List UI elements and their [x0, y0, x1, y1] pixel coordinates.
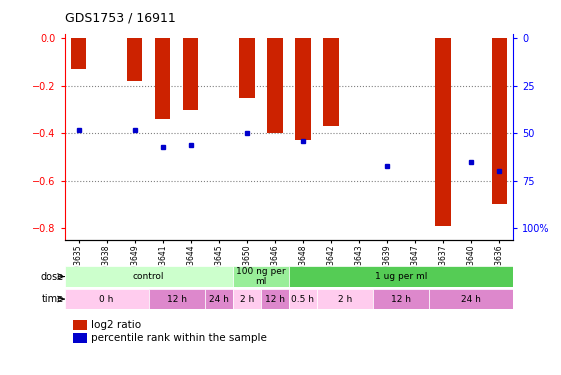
Text: 12 h: 12 h: [391, 295, 411, 304]
Bar: [205, 289, 233, 309]
Bar: [65, 289, 149, 309]
Text: 0.5 h: 0.5 h: [292, 295, 314, 304]
Text: 1 ug per ml: 1 ug per ml: [375, 272, 427, 281]
Bar: [183, 39, 199, 110]
Bar: [295, 39, 311, 140]
Bar: [71, 39, 86, 69]
Text: control: control: [133, 272, 164, 281]
Bar: [127, 39, 142, 81]
Text: 0 h: 0 h: [99, 295, 114, 304]
Text: dose: dose: [41, 272, 64, 282]
Text: 12 h: 12 h: [167, 295, 187, 304]
Bar: [373, 289, 429, 309]
Text: time: time: [42, 294, 64, 304]
Text: 100 ng per
ml: 100 ng per ml: [236, 267, 286, 286]
Text: GDS1753 / 16911: GDS1753 / 16911: [65, 11, 175, 24]
Bar: [233, 289, 261, 309]
Text: percentile rank within the sample: percentile rank within the sample: [91, 333, 268, 343]
Text: 24 h: 24 h: [209, 295, 229, 304]
Text: 2 h: 2 h: [240, 295, 254, 304]
Bar: [435, 39, 451, 226]
Bar: [267, 39, 283, 134]
Bar: [491, 39, 507, 204]
Text: 12 h: 12 h: [265, 295, 285, 304]
Bar: [149, 289, 205, 309]
Text: 24 h: 24 h: [461, 295, 481, 304]
Bar: [65, 266, 233, 287]
Text: 2 h: 2 h: [338, 295, 352, 304]
Text: log2 ratio: log2 ratio: [91, 320, 141, 330]
Bar: [233, 266, 289, 287]
Bar: [317, 289, 373, 309]
Bar: [289, 289, 317, 309]
Bar: [429, 289, 513, 309]
Bar: [239, 39, 255, 98]
Bar: [155, 39, 171, 119]
Bar: [261, 289, 289, 309]
Bar: [289, 266, 513, 287]
Bar: [323, 39, 339, 126]
